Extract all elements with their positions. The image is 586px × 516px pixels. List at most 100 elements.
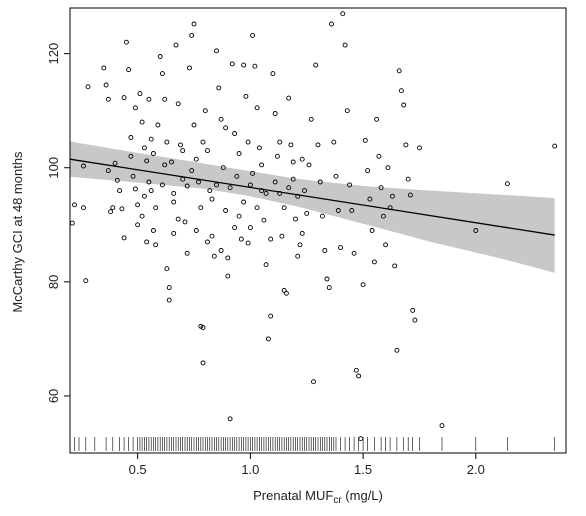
data-point <box>268 236 274 242</box>
data-point <box>297 242 303 248</box>
data-point <box>166 297 172 303</box>
data-point <box>293 216 298 222</box>
data-point <box>234 173 240 179</box>
data-point <box>277 139 283 145</box>
data-point <box>135 202 141 208</box>
data-point <box>227 185 233 191</box>
data-point <box>265 336 271 342</box>
data-point <box>117 188 123 194</box>
data-point <box>329 21 334 27</box>
data-point <box>173 42 179 48</box>
data-point <box>123 39 129 45</box>
data-point <box>214 48 219 54</box>
data-point <box>504 181 510 187</box>
data-point <box>232 131 238 136</box>
data-point <box>223 125 229 131</box>
y-tick-label: 80 <box>46 275 61 289</box>
data-point <box>376 153 382 159</box>
data-point <box>227 416 233 422</box>
data-point <box>250 170 256 176</box>
data-point <box>243 93 249 99</box>
data-point <box>110 205 116 211</box>
data-point <box>236 213 242 219</box>
data-point <box>241 199 247 205</box>
data-point <box>146 179 152 185</box>
data-point <box>159 71 165 77</box>
data-point <box>473 228 479 233</box>
data-point <box>326 285 332 291</box>
data-point <box>209 233 215 239</box>
data-point <box>159 182 165 188</box>
data-point <box>137 91 143 97</box>
data-point <box>211 253 217 259</box>
data-point <box>150 151 156 156</box>
data-point <box>250 32 256 38</box>
data-point <box>148 136 154 142</box>
data-point <box>166 285 172 291</box>
x-axis: 0.5 1.0 1.5 2.0 <box>129 453 485 477</box>
data-point <box>295 253 301 259</box>
data-point <box>205 239 210 245</box>
data-point <box>175 101 181 107</box>
data-point <box>290 176 296 182</box>
data-point <box>191 21 197 27</box>
data-point <box>162 162 168 168</box>
data-point <box>272 179 278 185</box>
data-point <box>342 42 348 48</box>
data-point <box>128 153 134 159</box>
data-point <box>299 156 305 162</box>
data-point <box>340 11 346 17</box>
data-point <box>245 139 251 145</box>
data-point <box>304 210 310 216</box>
data-point <box>169 159 174 165</box>
data-point <box>358 436 364 442</box>
data-point <box>417 145 422 151</box>
data-point <box>139 119 145 125</box>
data-point <box>392 263 398 269</box>
data-point <box>105 168 111 174</box>
data-point <box>119 206 125 212</box>
data-point <box>144 239 150 245</box>
data-point <box>347 182 353 188</box>
data-point <box>128 135 134 140</box>
data-point <box>202 108 208 114</box>
data-point <box>141 193 147 199</box>
data-point <box>193 156 199 162</box>
data-point <box>132 105 138 111</box>
data-point <box>385 165 391 171</box>
data-point <box>81 163 86 169</box>
data-point <box>225 255 231 261</box>
data-point <box>164 266 170 272</box>
data-point <box>241 62 247 68</box>
data-point <box>322 248 328 253</box>
x-axis-title-subscript: cr <box>333 495 342 506</box>
data-point <box>189 168 195 174</box>
data-point <box>344 108 350 114</box>
data-point <box>171 199 177 205</box>
data-point <box>184 183 190 189</box>
data-point <box>252 63 258 69</box>
data-point <box>270 71 276 77</box>
data-point <box>306 162 312 168</box>
data-point <box>286 95 292 101</box>
data-point <box>81 205 86 211</box>
data-point <box>207 188 213 194</box>
data-point <box>283 290 289 296</box>
data-point <box>313 62 319 68</box>
data-point <box>398 88 404 94</box>
data-point <box>439 423 445 429</box>
data-point <box>164 139 170 145</box>
data-point <box>146 96 152 102</box>
data-point <box>69 220 75 226</box>
points-layer <box>69 11 558 442</box>
data-point <box>405 176 411 182</box>
data-point <box>335 208 341 213</box>
data-point <box>132 186 138 192</box>
data-point <box>83 278 89 284</box>
data-point <box>311 379 316 385</box>
data-point <box>229 61 235 67</box>
data-point <box>308 116 314 122</box>
data-point <box>162 96 168 102</box>
data-point <box>351 250 357 256</box>
data-point <box>144 158 150 164</box>
